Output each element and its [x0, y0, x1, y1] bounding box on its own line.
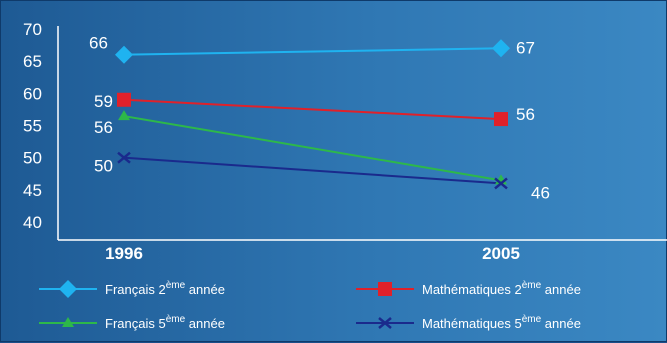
data-point-s3-1996 — [118, 110, 130, 121]
data-label-s2-1996: 59 — [94, 92, 113, 111]
legend-label-3: Français 5ème année — [105, 314, 225, 331]
legend-marker-4 — [378, 317, 392, 329]
legend-label-4: Mathématiques 5ème année — [422, 314, 581, 331]
data-point-s2-1996 — [117, 92, 131, 107]
data-label-s1-2005: 67 — [516, 38, 535, 57]
y-tick-label-45: 45 — [23, 181, 42, 200]
legend-marker-1 — [59, 280, 77, 298]
y-tick-label-65: 65 — [23, 52, 42, 71]
series-line-2 — [123, 98, 502, 121]
y-tick-label-70: 70 — [23, 20, 42, 39]
series-line-1 — [123, 47, 502, 56]
data-point-s1-2005 — [492, 39, 510, 58]
data-label-s1-1996: 66 — [89, 34, 108, 53]
y-tick-label-60: 60 — [23, 84, 42, 103]
data-point-s2-2005 — [494, 112, 508, 127]
series-line-4 — [123, 156, 502, 185]
data-point-s1-1996 — [115, 45, 133, 64]
x-tick-label-2005: 2005 — [482, 244, 520, 263]
series-line-3 — [123, 115, 502, 182]
y-tick-label-40: 40 — [23, 213, 42, 232]
data-label-s4-1996: 50 — [94, 157, 113, 176]
data-label-s2-2005: 56 — [516, 105, 535, 124]
legend-label-2: Mathématiques 2ème année — [422, 280, 581, 297]
data-point-s4-1996 — [117, 151, 131, 164]
legend-label-1: Français 2ème année — [105, 280, 225, 297]
data-label-s3-1996: 56 — [94, 118, 113, 137]
data-label-s3-2005: 46 — [531, 183, 550, 202]
x-tick-label-1996: 1996 — [105, 244, 143, 263]
y-tick-label-55: 55 — [23, 117, 42, 136]
y-tick-label-50: 50 — [23, 149, 42, 168]
legend-marker-2 — [378, 282, 392, 296]
legend-marker-3 — [62, 317, 74, 327]
data-point-s4-2005 — [494, 177, 508, 190]
